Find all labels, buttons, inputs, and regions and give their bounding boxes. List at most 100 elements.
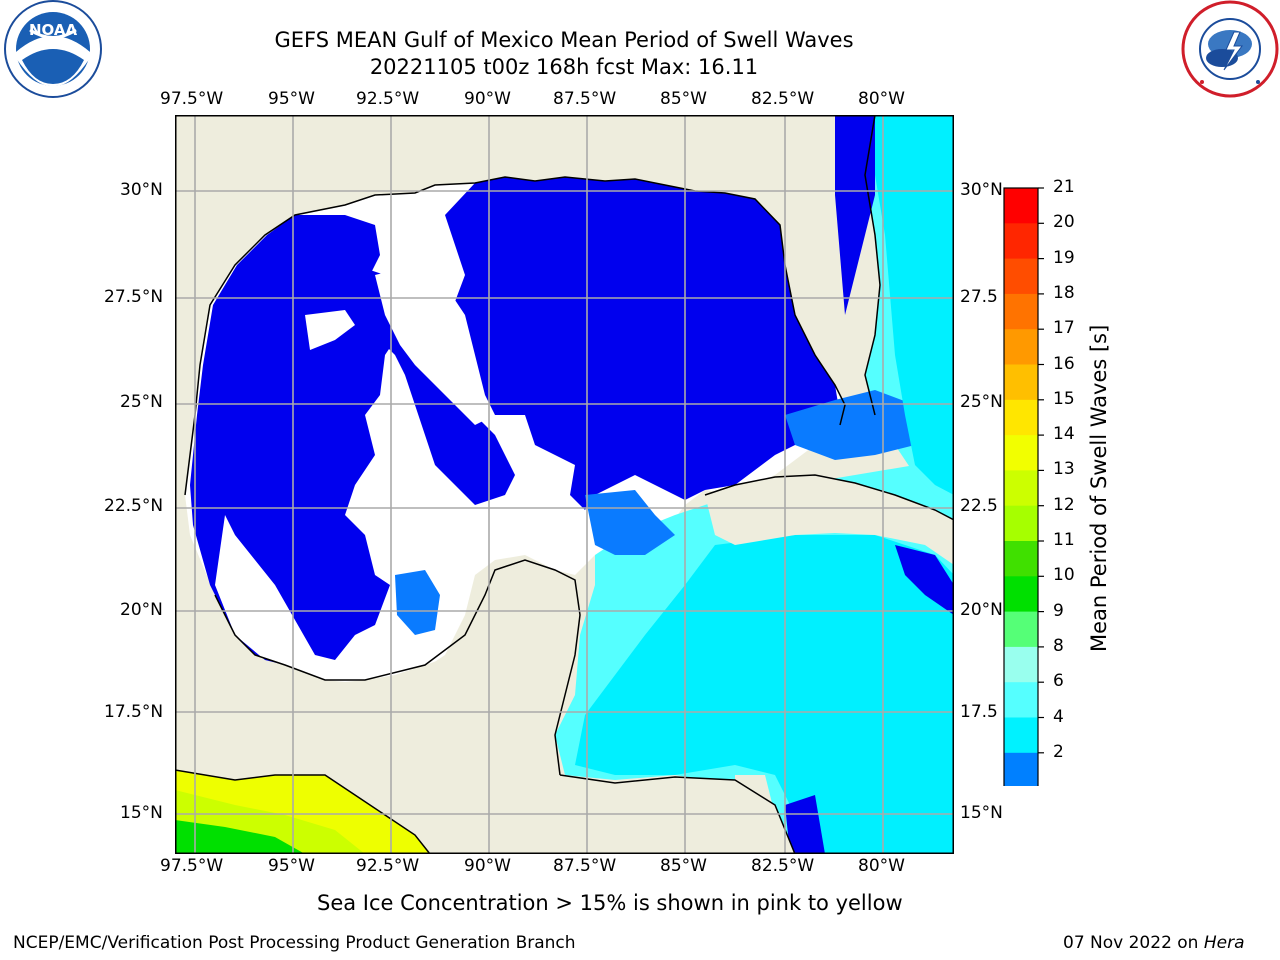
footer-date: 07 Nov 2022 on Hera bbox=[1063, 933, 1245, 953]
lon-label-top: 80°W bbox=[858, 89, 905, 109]
lat-label-right: 25°N bbox=[960, 392, 1003, 412]
colorbar-tick-label: 18 bbox=[1053, 282, 1075, 303]
lon-label-top: 87.5°W bbox=[553, 89, 617, 109]
lon-label-bottom: 87.5°W bbox=[553, 856, 617, 876]
coastline-central-america bbox=[175, 769, 796, 854]
lat-label-right: 15°N bbox=[960, 803, 1003, 823]
nws-logo bbox=[1180, 0, 1280, 100]
swell-4s-region bbox=[395, 570, 440, 635]
coastline-gulf bbox=[184, 176, 846, 776]
colorbar-segment bbox=[1004, 611, 1038, 648]
colorbar-segment bbox=[1004, 399, 1038, 436]
lat-label-left: 20°N bbox=[120, 600, 163, 620]
swell-2s-region-caribbean bbox=[895, 545, 954, 615]
lon-label-bottom: 95°W bbox=[268, 856, 315, 876]
colorbar-segment bbox=[1004, 505, 1038, 542]
colorbar-tick-label: 14 bbox=[1053, 424, 1075, 445]
swell-2s-region-atlantic bbox=[835, 115, 875, 315]
colorbar-tick-label: 4 bbox=[1053, 706, 1064, 727]
lat-label-left: 27.5°N bbox=[104, 287, 164, 307]
lon-label-top: 90°W bbox=[464, 89, 511, 109]
footer-host: Hera bbox=[1203, 933, 1245, 953]
lat-label-right: 17.5 bbox=[960, 702, 998, 722]
swell-white-patch bbox=[305, 310, 355, 350]
colorbar-segment bbox=[1004, 258, 1038, 295]
lon-label-bottom: 85°W bbox=[660, 856, 707, 876]
swell-white-patch bbox=[375, 265, 495, 425]
lat-label-right: 30°N bbox=[960, 180, 1003, 200]
colorbar-tick-label: 17 bbox=[1053, 318, 1075, 339]
colorbar-svg bbox=[1002, 187, 1044, 818]
footer-date-text: 07 Nov 2022 on bbox=[1063, 933, 1204, 953]
colorbar-tick-label: 20 bbox=[1053, 212, 1075, 233]
colorbar-segment bbox=[1004, 293, 1038, 330]
colorbar-tick-label: 13 bbox=[1053, 459, 1075, 480]
lon-label-bottom: 82.5°W bbox=[751, 856, 815, 876]
footer-credit: NCEP/EMC/Verification Post Processing Pr… bbox=[13, 933, 576, 953]
pacific-swell-low bbox=[175, 820, 305, 854]
lat-label-right: 22.5 bbox=[960, 496, 998, 516]
colorbar-segment bbox=[1004, 717, 1038, 754]
swell-4s-region bbox=[785, 390, 935, 460]
colorbar-segment bbox=[1004, 364, 1038, 401]
colorbar-segment bbox=[1004, 752, 1038, 789]
land-hispaniola-edge bbox=[735, 775, 775, 815]
noaa-logo-icon: NOAA bbox=[4, 0, 102, 98]
swell-4s-region bbox=[585, 490, 675, 555]
lat-label-left: 17.5°N bbox=[104, 702, 164, 722]
colorbar-tick-label: 6 bbox=[1053, 671, 1064, 692]
colorbar-segment bbox=[1004, 541, 1038, 577]
colorbar-segment bbox=[1004, 682, 1038, 718]
noaa-logo-text: NOAA bbox=[29, 21, 78, 39]
lon-label-top: 92.5°W bbox=[356, 89, 420, 109]
coastline-florida bbox=[864, 115, 881, 416]
graticule bbox=[175, 115, 954, 854]
map-svg bbox=[175, 115, 954, 854]
lon-label-top: 85°W bbox=[660, 89, 707, 109]
lat-label-left: 30°N bbox=[120, 180, 163, 200]
lon-label-bottom: 90°W bbox=[464, 856, 511, 876]
colorbar-title: Mean Period of Swell Waves [s] bbox=[1087, 324, 1111, 652]
lon-label-top: 95°W bbox=[268, 89, 315, 109]
lon-label-bottom: 97.5°W bbox=[160, 856, 224, 876]
lat-label-left: 15°N bbox=[120, 803, 163, 823]
colorbar-segment bbox=[1004, 435, 1038, 471]
swell-6s-region bbox=[575, 535, 954, 854]
colorbar-segment bbox=[1004, 470, 1038, 507]
lon-label-top: 97.5°W bbox=[160, 89, 224, 109]
sea-ice-note: Sea Ice Concentration > 15% is shown in … bbox=[317, 891, 903, 915]
nws-logo-icon bbox=[1181, 0, 1279, 98]
land-cuba bbox=[705, 475, 954, 565]
lat-label-right: 27.5 bbox=[960, 287, 998, 307]
map-panel bbox=[175, 115, 954, 854]
colorbar-tick-label: 16 bbox=[1053, 353, 1075, 374]
lat-label-left: 22.5°N bbox=[104, 496, 164, 516]
swell-2s-region-caribbean bbox=[785, 795, 825, 854]
colorbar-segment bbox=[1004, 646, 1038, 683]
colorbar-segment bbox=[1004, 576, 1038, 613]
colorbar-segment bbox=[1004, 188, 1038, 224]
colorbar-tick-label: 15 bbox=[1053, 388, 1075, 409]
lon-label-bottom: 80°W bbox=[858, 856, 905, 876]
map-frame bbox=[175, 115, 954, 854]
lon-label-bottom: 92.5°W bbox=[356, 856, 420, 876]
swell-6s-region bbox=[875, 115, 954, 495]
colorbar-tick-label: 19 bbox=[1053, 247, 1075, 268]
colorbar-tick-label: 21 bbox=[1053, 177, 1075, 197]
colorbar bbox=[1000, 186, 1060, 818]
noaa-logo: NOAA bbox=[0, 0, 106, 100]
colorbar-segment bbox=[1004, 329, 1038, 365]
lat-label-right: 20°N bbox=[960, 600, 1003, 620]
lon-label-top: 82.5°W bbox=[751, 89, 815, 109]
colorbar-tick-label: 2 bbox=[1053, 741, 1064, 762]
colorbar-tick-label: 9 bbox=[1053, 600, 1064, 621]
chart-title: GEFS MEAN Gulf of Mexico Mean Period of … bbox=[274, 28, 854, 52]
colorbar-segment bbox=[1004, 223, 1038, 260]
lat-label-left: 25°N bbox=[120, 392, 163, 412]
colorbar-tick-label: 8 bbox=[1053, 635, 1064, 656]
colorbar-tick-label: 12 bbox=[1053, 494, 1075, 515]
colorbar-tick-label: 11 bbox=[1053, 530, 1075, 550]
chart-subtitle: 20221105 t00z 168h fcst Max: 16.11 bbox=[369, 55, 759, 79]
swell-2s-region-north bbox=[445, 177, 840, 510]
colorbar-tick-label: 10 bbox=[1053, 565, 1075, 586]
